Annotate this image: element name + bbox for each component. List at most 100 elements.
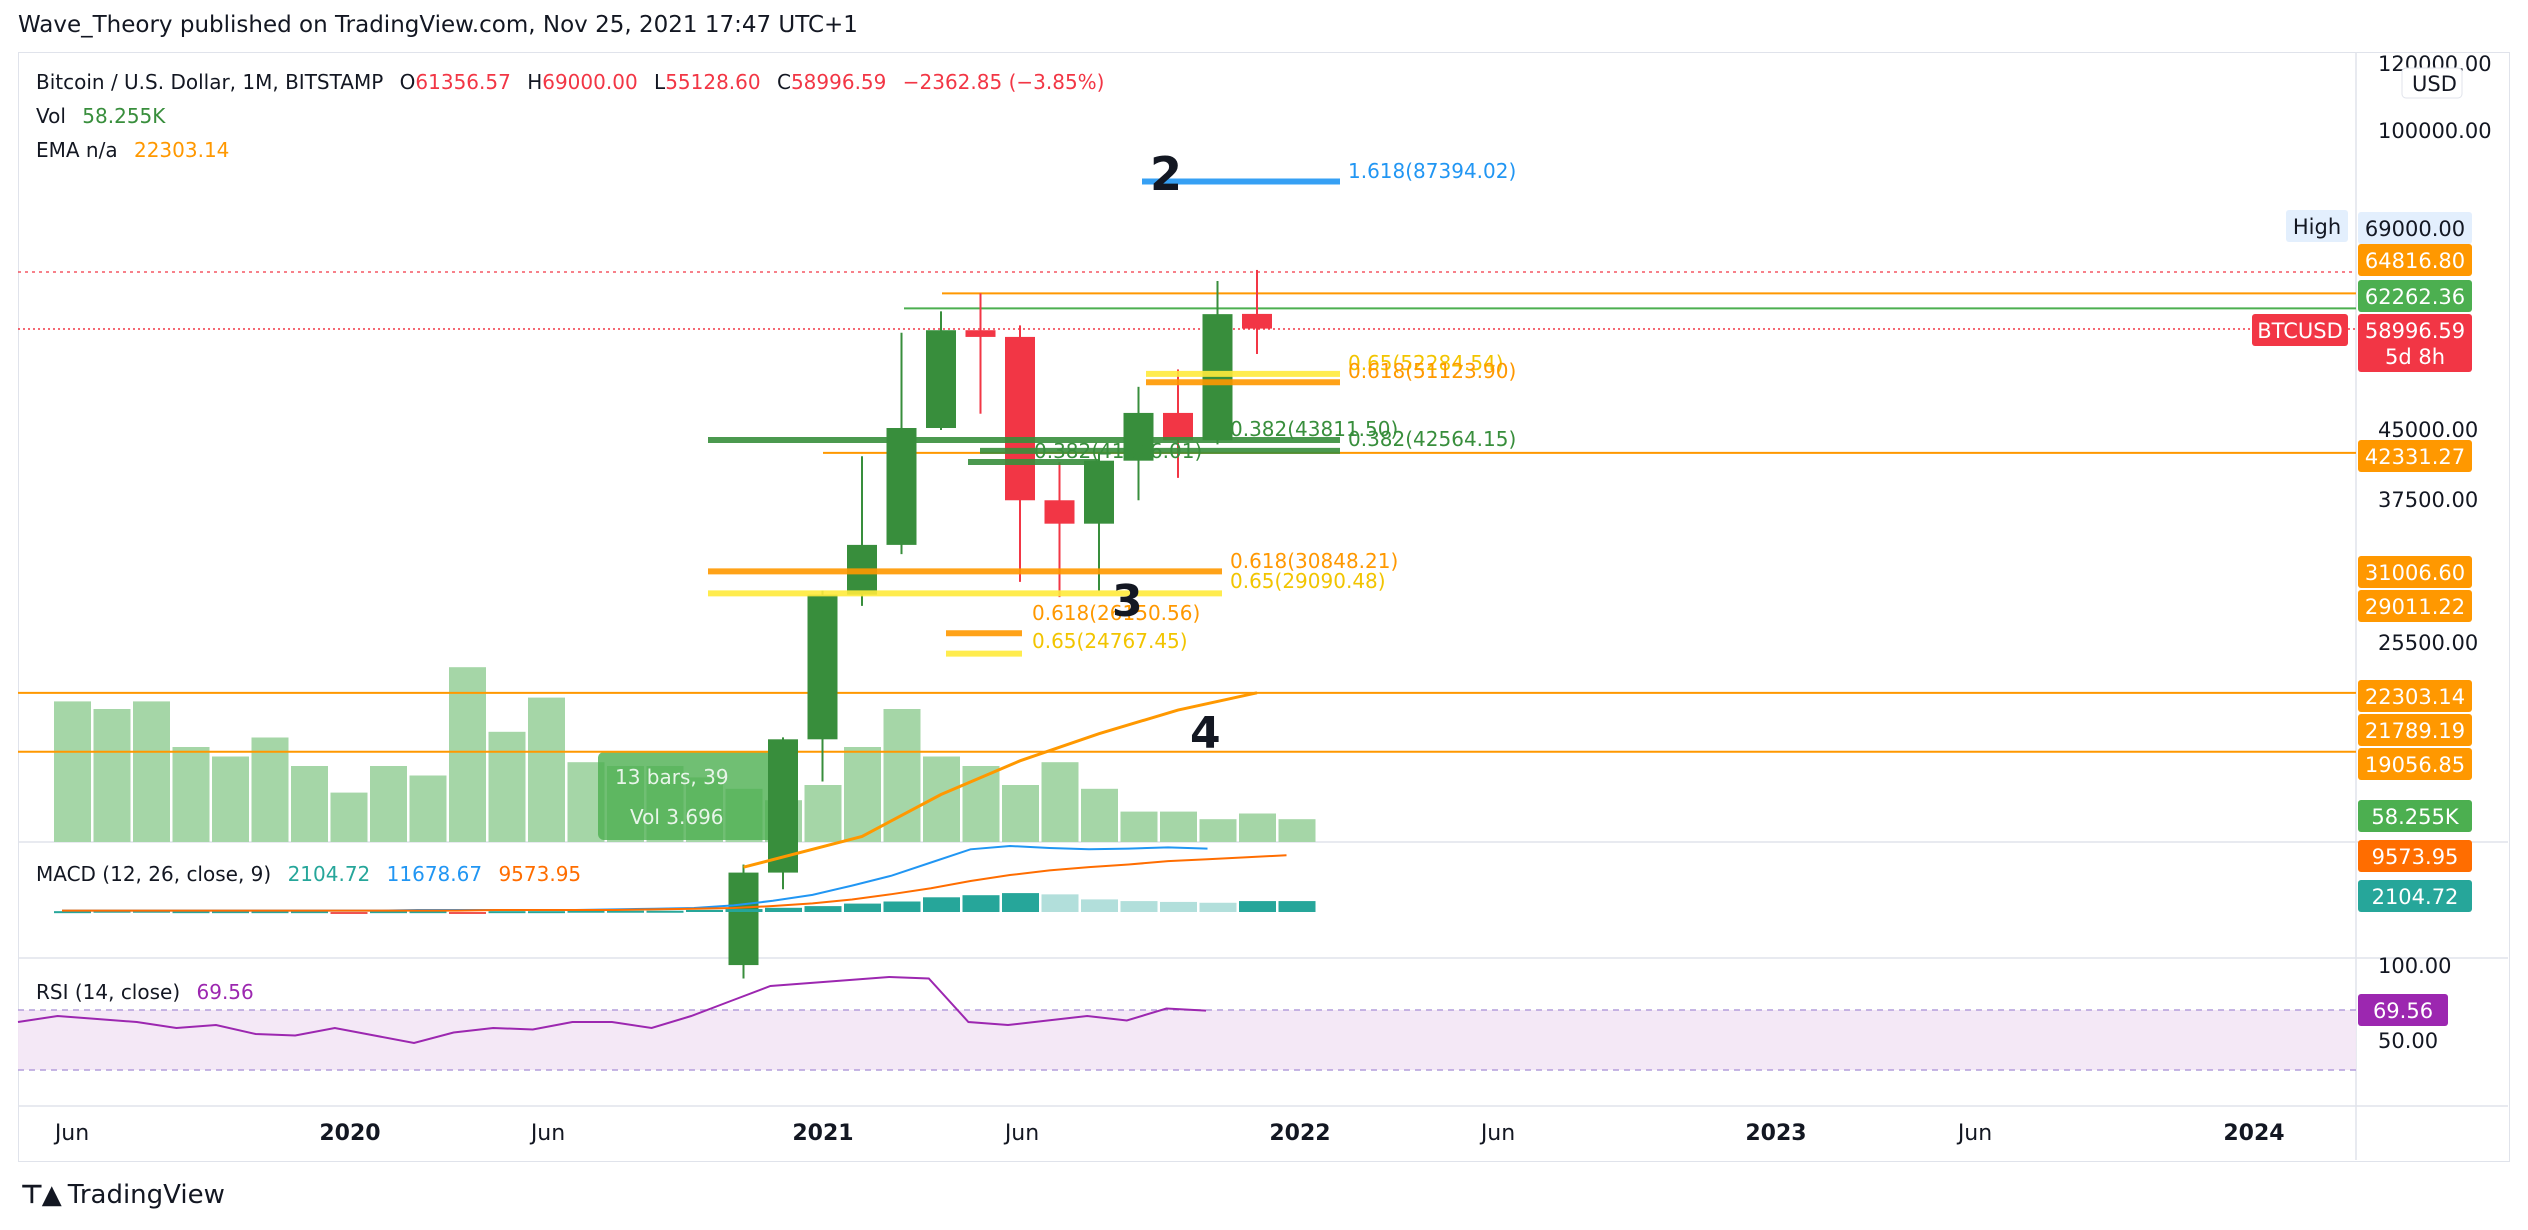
- rsi-line: [17, 975, 1207, 1045]
- rsi-legend-value: 69.56: [196, 980, 254, 1004]
- candle-body: [1005, 336, 1035, 501]
- price-tag-label: 29011.22: [2365, 595, 2465, 619]
- time-axis-tick: Jun: [1003, 1121, 1039, 1146]
- fib-level-label: 0.618(51123.90): [1348, 359, 1516, 383]
- candle-body: [728, 872, 759, 966]
- tradingview-logo-icon: ⊤▲: [20, 1180, 62, 1210]
- fib-layer: 1.618(87394.02) 0.65(52284.54)0.618(51123…: [708, 147, 1516, 759]
- macd-histogram-bar: [1081, 899, 1118, 912]
- macd-histogram-bar: [291, 911, 328, 914]
- ema-line: [743, 691, 1258, 869]
- price-tag-label: 21789.19: [2365, 719, 2465, 743]
- publish-info: Wave_Theory published on TradingView.com…: [18, 12, 858, 38]
- grid-layer: [18, 52, 2508, 1160]
- volume-legend[interactable]: Vol 58.255K: [36, 104, 175, 128]
- range-measure-bars: 13 bars, 39: [615, 765, 729, 789]
- volume-bar: [133, 701, 170, 842]
- time-axis-tick: Jun: [1956, 1121, 1992, 1146]
- price-tag: [2252, 314, 2348, 346]
- volume-bar: [1199, 819, 1237, 842]
- volume-bar: [883, 709, 921, 842]
- price-axis-tick: 37500.00: [2378, 488, 2478, 512]
- volume-bar: [1278, 819, 1316, 842]
- wave-label-3: 3: [1112, 576, 1143, 627]
- volume-bar: [251, 737, 289, 842]
- time-axis-tick: 2023: [1745, 1121, 1806, 1146]
- macd-histogram-bar: [1160, 901, 1197, 912]
- volume-bar: [1041, 762, 1079, 842]
- macd-histogram-bar: [923, 897, 960, 912]
- macd-histogram-bar: [330, 912, 368, 914]
- volume-legend-label: Vol: [36, 104, 66, 128]
- volume-layer: 13 bars, 39 Vol 3.696: [54, 667, 1316, 842]
- fib-level-label: 0.65(52284.54): [1348, 351, 1504, 375]
- wave-label-4: 4: [1190, 708, 1221, 759]
- price-axis-tick: 25500.00: [2378, 631, 2478, 655]
- candle-body: [965, 330, 996, 337]
- macd-histogram-bar: [1041, 894, 1079, 912]
- chart-frame: [18, 52, 2510, 1162]
- price-tag-label: BTCUSD: [2257, 319, 2343, 343]
- volume-bar: [923, 756, 960, 842]
- volume-bar: [488, 731, 526, 842]
- fib-level-label: 0.618(26150.56): [1032, 601, 1200, 625]
- price-tag: [2358, 590, 2472, 622]
- price-tag: [2358, 340, 2472, 372]
- macd-legend[interactable]: MACD (12, 26, close, 9) 2104.72 11678.67…: [36, 862, 591, 886]
- time-axis-tick: 2022: [1269, 1121, 1330, 1146]
- macd-signal-line: [62, 854, 1287, 912]
- volume-bar: [54, 701, 91, 842]
- candle-body: [886, 428, 917, 545]
- volume-bar: [172, 747, 210, 842]
- price-tag-label: 42331.27: [2365, 445, 2465, 469]
- volume-bar: [93, 709, 131, 842]
- volume-bar: [409, 775, 447, 842]
- volume-legend-value: 58.255K: [82, 104, 166, 128]
- tradingview-logo[interactable]: ⊤▲ TradingView: [20, 1180, 225, 1210]
- macd-histogram-bar: [567, 910, 605, 913]
- volume-bar: [1002, 785, 1039, 842]
- price-axis-tick: 100000.00: [2378, 119, 2492, 143]
- macd-histogram-bar: [883, 901, 921, 912]
- candle-body: [926, 330, 956, 429]
- candle-body: [1044, 500, 1075, 524]
- macd-legend-label: MACD (12, 26, close, 9): [36, 862, 272, 886]
- time-axis-tick: Jun: [529, 1121, 565, 1146]
- time-axis-tick: 2020: [319, 1121, 380, 1146]
- ema-legend[interactable]: EMA n/a 22303.14: [36, 138, 239, 162]
- macd-histogram-bar: [449, 912, 486, 914]
- candle-body: [1084, 460, 1114, 524]
- ohlc-open: O61356.57: [399, 70, 511, 94]
- ohlc-change: −2362.85 (−3.85%): [902, 70, 1105, 94]
- macd-histogram-bar: [1120, 901, 1158, 912]
- currency-label: USD: [2412, 72, 2457, 96]
- macd-histogram-bar: [725, 909, 763, 912]
- level-lines-layer: [18, 271, 2356, 753]
- symbol-legend[interactable]: Bitcoin / U.S. Dollar, 1M, BITSTAMP O613…: [36, 70, 1114, 94]
- price-tag: [2358, 994, 2448, 1026]
- candle-body: [1242, 313, 1272, 329]
- price-tag-label: 9573.95: [2372, 845, 2459, 869]
- price-tag: [2358, 556, 2472, 588]
- price-tag-label: 5d 8h: [2385, 345, 2445, 369]
- volume-bar: [330, 792, 368, 842]
- price-tag-label: 58.255K: [2371, 805, 2459, 829]
- macd-histogram-bar: [804, 906, 842, 912]
- wave-label-2: 2: [1150, 147, 1182, 201]
- price-tag: [2358, 880, 2472, 912]
- macd-histogram-bar: [844, 903, 881, 912]
- macd-histogram-bar: [1002, 893, 1039, 912]
- fib-level-label: 1.618(87394.02): [1348, 159, 1516, 183]
- time-axis-tick: 2021: [792, 1121, 853, 1146]
- rsi-legend[interactable]: RSI (14, close) 69.56: [36, 980, 264, 1004]
- macd-histogram-bar: [646, 910, 684, 913]
- macd-histogram-bar: [409, 911, 447, 914]
- ema-legend-label: EMA n/a: [36, 138, 118, 162]
- tradingview-brand: TradingView: [67, 1180, 225, 1210]
- fib-level-label: 0.382(43811.50): [1230, 417, 1398, 441]
- range-measure-volume: Vol 3.696: [630, 805, 724, 829]
- price-tag: [2358, 680, 2472, 712]
- ema-legend-value: 22303.14: [133, 138, 230, 162]
- fib-level-label: 0.65(24767.45): [1032, 629, 1188, 653]
